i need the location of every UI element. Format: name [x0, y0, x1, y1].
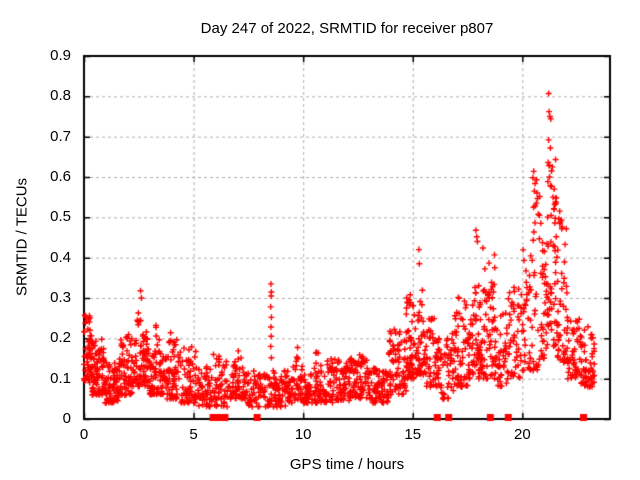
- chart-title: Day 247 of 2022, SRMTID for receiver p80…: [200, 20, 494, 37]
- y-tick-label: 0.5: [50, 208, 71, 226]
- y-tick-label: 0.3: [50, 289, 71, 306]
- y-tick-label: 0.9: [50, 47, 71, 64]
- x-tick-label: 20: [513, 426, 531, 443]
- x-tick-label: 10: [294, 426, 312, 443]
- y-axis-label: SRMTID / TECUs: [13, 177, 31, 297]
- y-tick-label: 0.1: [50, 369, 71, 387]
- y-tick-label: 0.2: [50, 329, 71, 347]
- y-tick-label: 0.8: [50, 87, 71, 105]
- y-tick-label: 0.7: [50, 127, 71, 145]
- x-tick-label: 15: [404, 426, 422, 443]
- x-tick-label: 0: [79, 426, 89, 443]
- y-tick-label: 0.6: [50, 168, 71, 185]
- x-tick-label: 5: [189, 426, 198, 443]
- y-tick-label: 0: [62, 410, 71, 427]
- y-tick-label: 0.4: [50, 248, 71, 266]
- x-axis-label: GPS time / hours: [289, 456, 405, 473]
